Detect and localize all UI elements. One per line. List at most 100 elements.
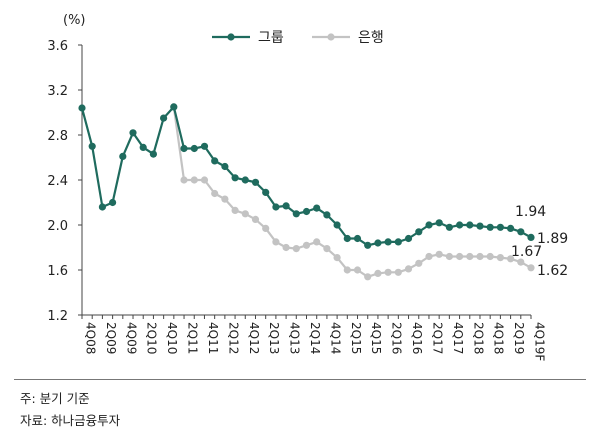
data-point xyxy=(507,255,515,263)
data-point xyxy=(119,152,127,160)
data-point xyxy=(333,221,341,229)
data-point xyxy=(343,266,351,274)
data-point xyxy=(160,114,168,122)
x-tick-label: 2Q10 xyxy=(145,322,159,354)
end-labels: 1.94 1.891.67 1.62 xyxy=(511,204,568,279)
data-point xyxy=(456,252,464,261)
x-tick-label: 4Q16 xyxy=(410,322,424,354)
x-tick-label: 2Q15 xyxy=(349,322,363,354)
data-point xyxy=(466,221,474,229)
data-point xyxy=(343,234,351,243)
data-point xyxy=(231,206,239,214)
data-point xyxy=(109,198,117,207)
data-point xyxy=(394,238,402,246)
data-point xyxy=(313,238,321,246)
data-point xyxy=(272,238,280,246)
data-point xyxy=(88,142,96,150)
series-line-group xyxy=(80,105,532,247)
data-point xyxy=(78,104,86,112)
data-point xyxy=(333,254,341,262)
data-point xyxy=(282,202,290,210)
data-point xyxy=(211,189,219,198)
data-point xyxy=(507,224,515,232)
data-point xyxy=(517,258,525,266)
data-point xyxy=(425,252,433,261)
y-tick-label: 2.0 xyxy=(47,219,68,234)
data-point xyxy=(435,250,443,258)
line-chart: (%) 1.2 1.6 2.0 2.4 2.8 3.2 3.6 4Q08 2Q09 4Q09 2Q… xyxy=(47,13,568,361)
end-label: 1.67 xyxy=(511,244,542,260)
data-point xyxy=(456,221,464,229)
data-point xyxy=(221,162,229,171)
data-point xyxy=(527,233,535,241)
x-tick-label: 4Q15 xyxy=(369,322,383,354)
source-note: 자료: 하나금융투자 xyxy=(20,413,121,428)
x-tick-label: 4Q11 xyxy=(206,322,220,354)
end-label: 1.62 xyxy=(537,263,568,279)
x-tick-label: 2Q16 xyxy=(390,322,404,354)
data-point xyxy=(517,228,525,236)
y-tick-label: 2.4 xyxy=(47,174,68,189)
data-point xyxy=(272,203,280,211)
data-point xyxy=(353,234,362,243)
y-tick-label: 1.2 xyxy=(47,309,68,324)
data-point xyxy=(241,210,249,218)
data-point xyxy=(374,269,382,277)
y-tick-label: 3.6 xyxy=(47,39,68,54)
data-point xyxy=(211,157,219,165)
data-point xyxy=(98,203,106,211)
data-point xyxy=(190,144,198,153)
data-point xyxy=(476,252,484,261)
data-point xyxy=(241,176,249,184)
data-point xyxy=(496,223,504,231)
series-line-bank xyxy=(172,106,532,278)
data-point xyxy=(292,210,300,218)
data-point xyxy=(435,219,443,227)
data-point xyxy=(486,252,494,261)
legend: 그룹 은행 xyxy=(212,30,384,46)
data-point xyxy=(466,252,474,261)
x-tick-label: 4Q10 xyxy=(165,322,179,354)
data-point xyxy=(445,223,453,231)
data-point xyxy=(486,223,494,231)
data-point xyxy=(180,176,188,184)
data-point xyxy=(262,188,270,196)
x-tick-label: 4Q09 xyxy=(124,322,138,354)
data-point xyxy=(364,241,372,249)
y-axis: 1.2 1.6 2.0 2.4 2.8 3.2 3.6 xyxy=(47,39,83,324)
x-tick-label: 2Q12 xyxy=(226,322,240,354)
x-tick-label: 4Q18 xyxy=(492,322,506,354)
data-point xyxy=(282,243,290,252)
x-tick-label: 4Q08 xyxy=(84,322,98,354)
data-point xyxy=(425,221,433,229)
footer-divider xyxy=(14,379,586,380)
data-point xyxy=(292,245,300,253)
x-tick-label: 4Q17 xyxy=(451,322,465,354)
data-point xyxy=(170,103,178,111)
legend-label: 그룹 xyxy=(258,30,284,46)
data-point xyxy=(323,245,331,253)
y-unit-label: (%) xyxy=(63,13,86,28)
x-tick-label: 2Q19 xyxy=(512,322,526,354)
data-point xyxy=(384,268,392,276)
legend-label: 은행 xyxy=(358,30,384,46)
data-point xyxy=(190,176,198,184)
data-point xyxy=(527,264,535,272)
data-point xyxy=(374,239,382,247)
x-axis: 4Q08 2Q09 4Q09 2Q10 4Q10 2Q11 4Q11 2Q12 4Q12 2Q13… xyxy=(81,314,547,361)
data-point xyxy=(302,241,311,249)
data-point xyxy=(496,254,504,262)
x-tick-label: 4Q13 xyxy=(288,322,302,354)
series-lines xyxy=(78,103,535,281)
data-point xyxy=(364,273,372,281)
x-tick-label: 2Q18 xyxy=(471,322,485,354)
x-tick-label: 2Q14 xyxy=(308,322,322,354)
data-point xyxy=(200,142,209,150)
end-label: 1.94 xyxy=(515,204,546,220)
data-point xyxy=(394,268,402,276)
data-point xyxy=(476,222,484,230)
x-tick-label: 2Q11 xyxy=(186,322,200,354)
x-tick-label: 2Q17 xyxy=(430,322,444,354)
data-point xyxy=(129,129,137,137)
data-point xyxy=(200,176,209,184)
